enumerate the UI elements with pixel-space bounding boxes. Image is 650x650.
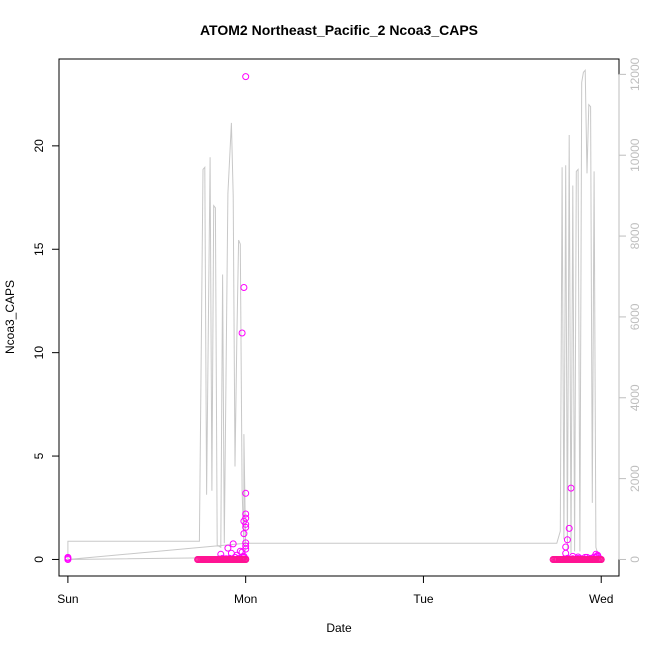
line-series-layer <box>67 69 602 560</box>
data-point <box>565 524 573 532</box>
point-series-layer <box>64 73 605 563</box>
axes-layer: 0 5 10 15 20 0 2000 4000 6000 8000 10000 12000 Sun Mo… <box>32 57 642 606</box>
data-point <box>240 517 248 525</box>
y2-tick-label: 2000 <box>628 465 642 492</box>
data-point <box>238 548 246 556</box>
data-point <box>240 530 248 538</box>
data-point <box>242 73 250 81</box>
x-tick-label: Sun <box>57 592 78 606</box>
data-point <box>242 510 250 518</box>
y-tick-label: 10 <box>32 346 46 360</box>
data-point <box>238 329 246 337</box>
data-point <box>242 542 250 550</box>
y2-tick-label: 6000 <box>628 303 642 330</box>
data-point <box>597 556 605 563</box>
data-point <box>224 544 232 552</box>
x-axis-label: Date <box>326 621 352 635</box>
chart-title: ATOM2 Northeast_Pacific_2 Ncoa3_CAPS <box>200 22 478 38</box>
y-axis-label: Ncoa3_CAPS <box>3 280 17 354</box>
data-point <box>229 540 237 548</box>
data-point <box>242 523 250 531</box>
x-tick-label: Wed <box>589 592 613 606</box>
data-point <box>240 284 248 291</box>
data-point <box>563 536 571 544</box>
x-tick-label: Tue <box>413 592 434 606</box>
y2-tick-label: 10000 <box>628 138 642 172</box>
y-tick-label: 20 <box>32 139 46 153</box>
y-tick-label: 5 <box>32 452 46 459</box>
x-tick-label: Mon <box>234 592 257 606</box>
data-point <box>242 556 250 563</box>
y2-tick-label: 4000 <box>628 384 642 411</box>
data-point <box>64 553 72 561</box>
y-tick-label: 15 <box>32 242 46 256</box>
y2-tick-label: 12000 <box>628 57 642 91</box>
y2-tick-label: 0 <box>628 556 642 563</box>
y2-tick-label: 8000 <box>628 222 642 249</box>
data-point <box>242 539 250 547</box>
line-series <box>67 69 602 560</box>
plot-frame <box>58 58 620 577</box>
data-point <box>567 484 575 492</box>
y-tick-label: 0 <box>32 556 46 563</box>
data-point <box>242 489 250 497</box>
